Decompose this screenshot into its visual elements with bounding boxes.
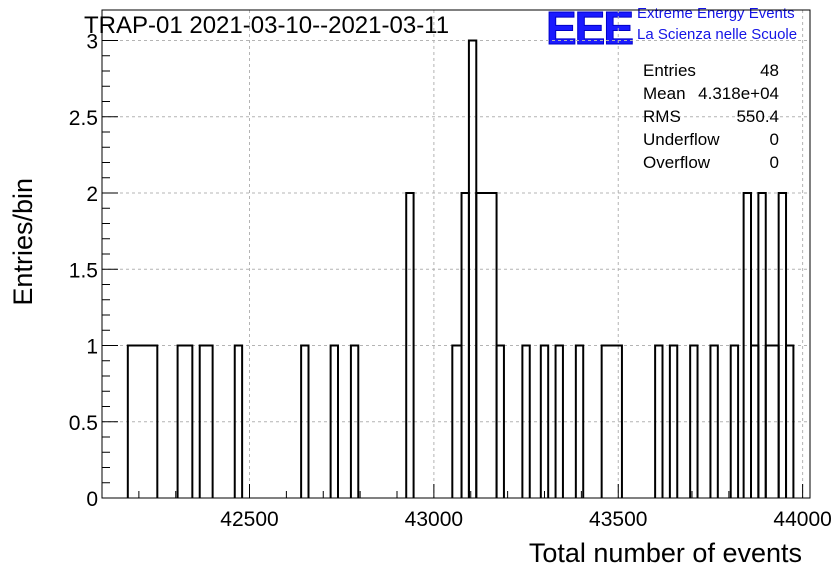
histogram-bin [709,344,719,498]
x-tick-label: 43500 [589,508,647,531]
stat-value: 0 [770,130,779,149]
x-axis-title: Total number of events [529,538,802,568]
stat-value: 550.4 [736,107,779,126]
histogram-bin [554,344,564,498]
histogram-bin [405,192,415,498]
histogram-bin [729,344,740,498]
histogram-bin [654,344,664,498]
histogram-bin [198,344,214,498]
stat-label: Overflow [643,153,711,172]
histogram-bin [176,344,194,498]
stats-box: Entries 48 Mean 4.318e+04 RMS 550.4 Underflow 0… [643,61,779,172]
stat-label: Mean [643,84,686,103]
stat-label: RMS [643,107,681,126]
histogram-bin [349,344,360,498]
y-tick-label: 0 [86,488,98,511]
y-tick-label: 1.5 [69,259,98,282]
histogram-bin [329,344,339,498]
x-tick-label: 42500 [220,508,278,531]
x-tick-label: 43000 [405,508,463,531]
stat-label: Entries [643,61,696,80]
stat-label: Underflow [643,130,720,149]
stat-value: 0 [770,153,779,172]
histogram-bin [521,344,531,498]
histogram-bin [126,344,159,498]
y-axis-title: Entries/bin [8,178,38,306]
histogram-bin [233,344,244,498]
chart-title: TRAP-01 2021-03-10--2021-03-11 [84,12,449,39]
histogram-outline [126,39,795,498]
histogram-bin [300,344,310,498]
histogram-bin [574,344,585,498]
stat-value: 4.318e+04 [698,84,779,103]
logo-line-2: La Scienza nelle Scuole [637,26,797,43]
y-tick-label: 1 [86,336,98,359]
y-tick-label: 3 [86,31,98,54]
logo-line-1: Extreme Energy Events [637,5,795,22]
y-tick-label: 2 [86,183,98,206]
x-tick-label: 44000 [773,508,831,531]
y-tick-label: 2.5 [69,107,98,130]
stat-value: 48 [760,61,779,80]
histogram-bin [785,344,795,498]
histogram-bin [495,344,505,498]
histogram-bin [600,344,623,498]
y-tick-label: 0.5 [69,412,98,435]
tick-labels: 42500 43000 43500 44000 0 0.5 1 1.5 2 2.5 3 [69,31,832,532]
histogram-bin [689,344,699,498]
histogram-bin [539,344,550,498]
histogram-bin [668,344,679,498]
axis-ticks [101,9,804,499]
